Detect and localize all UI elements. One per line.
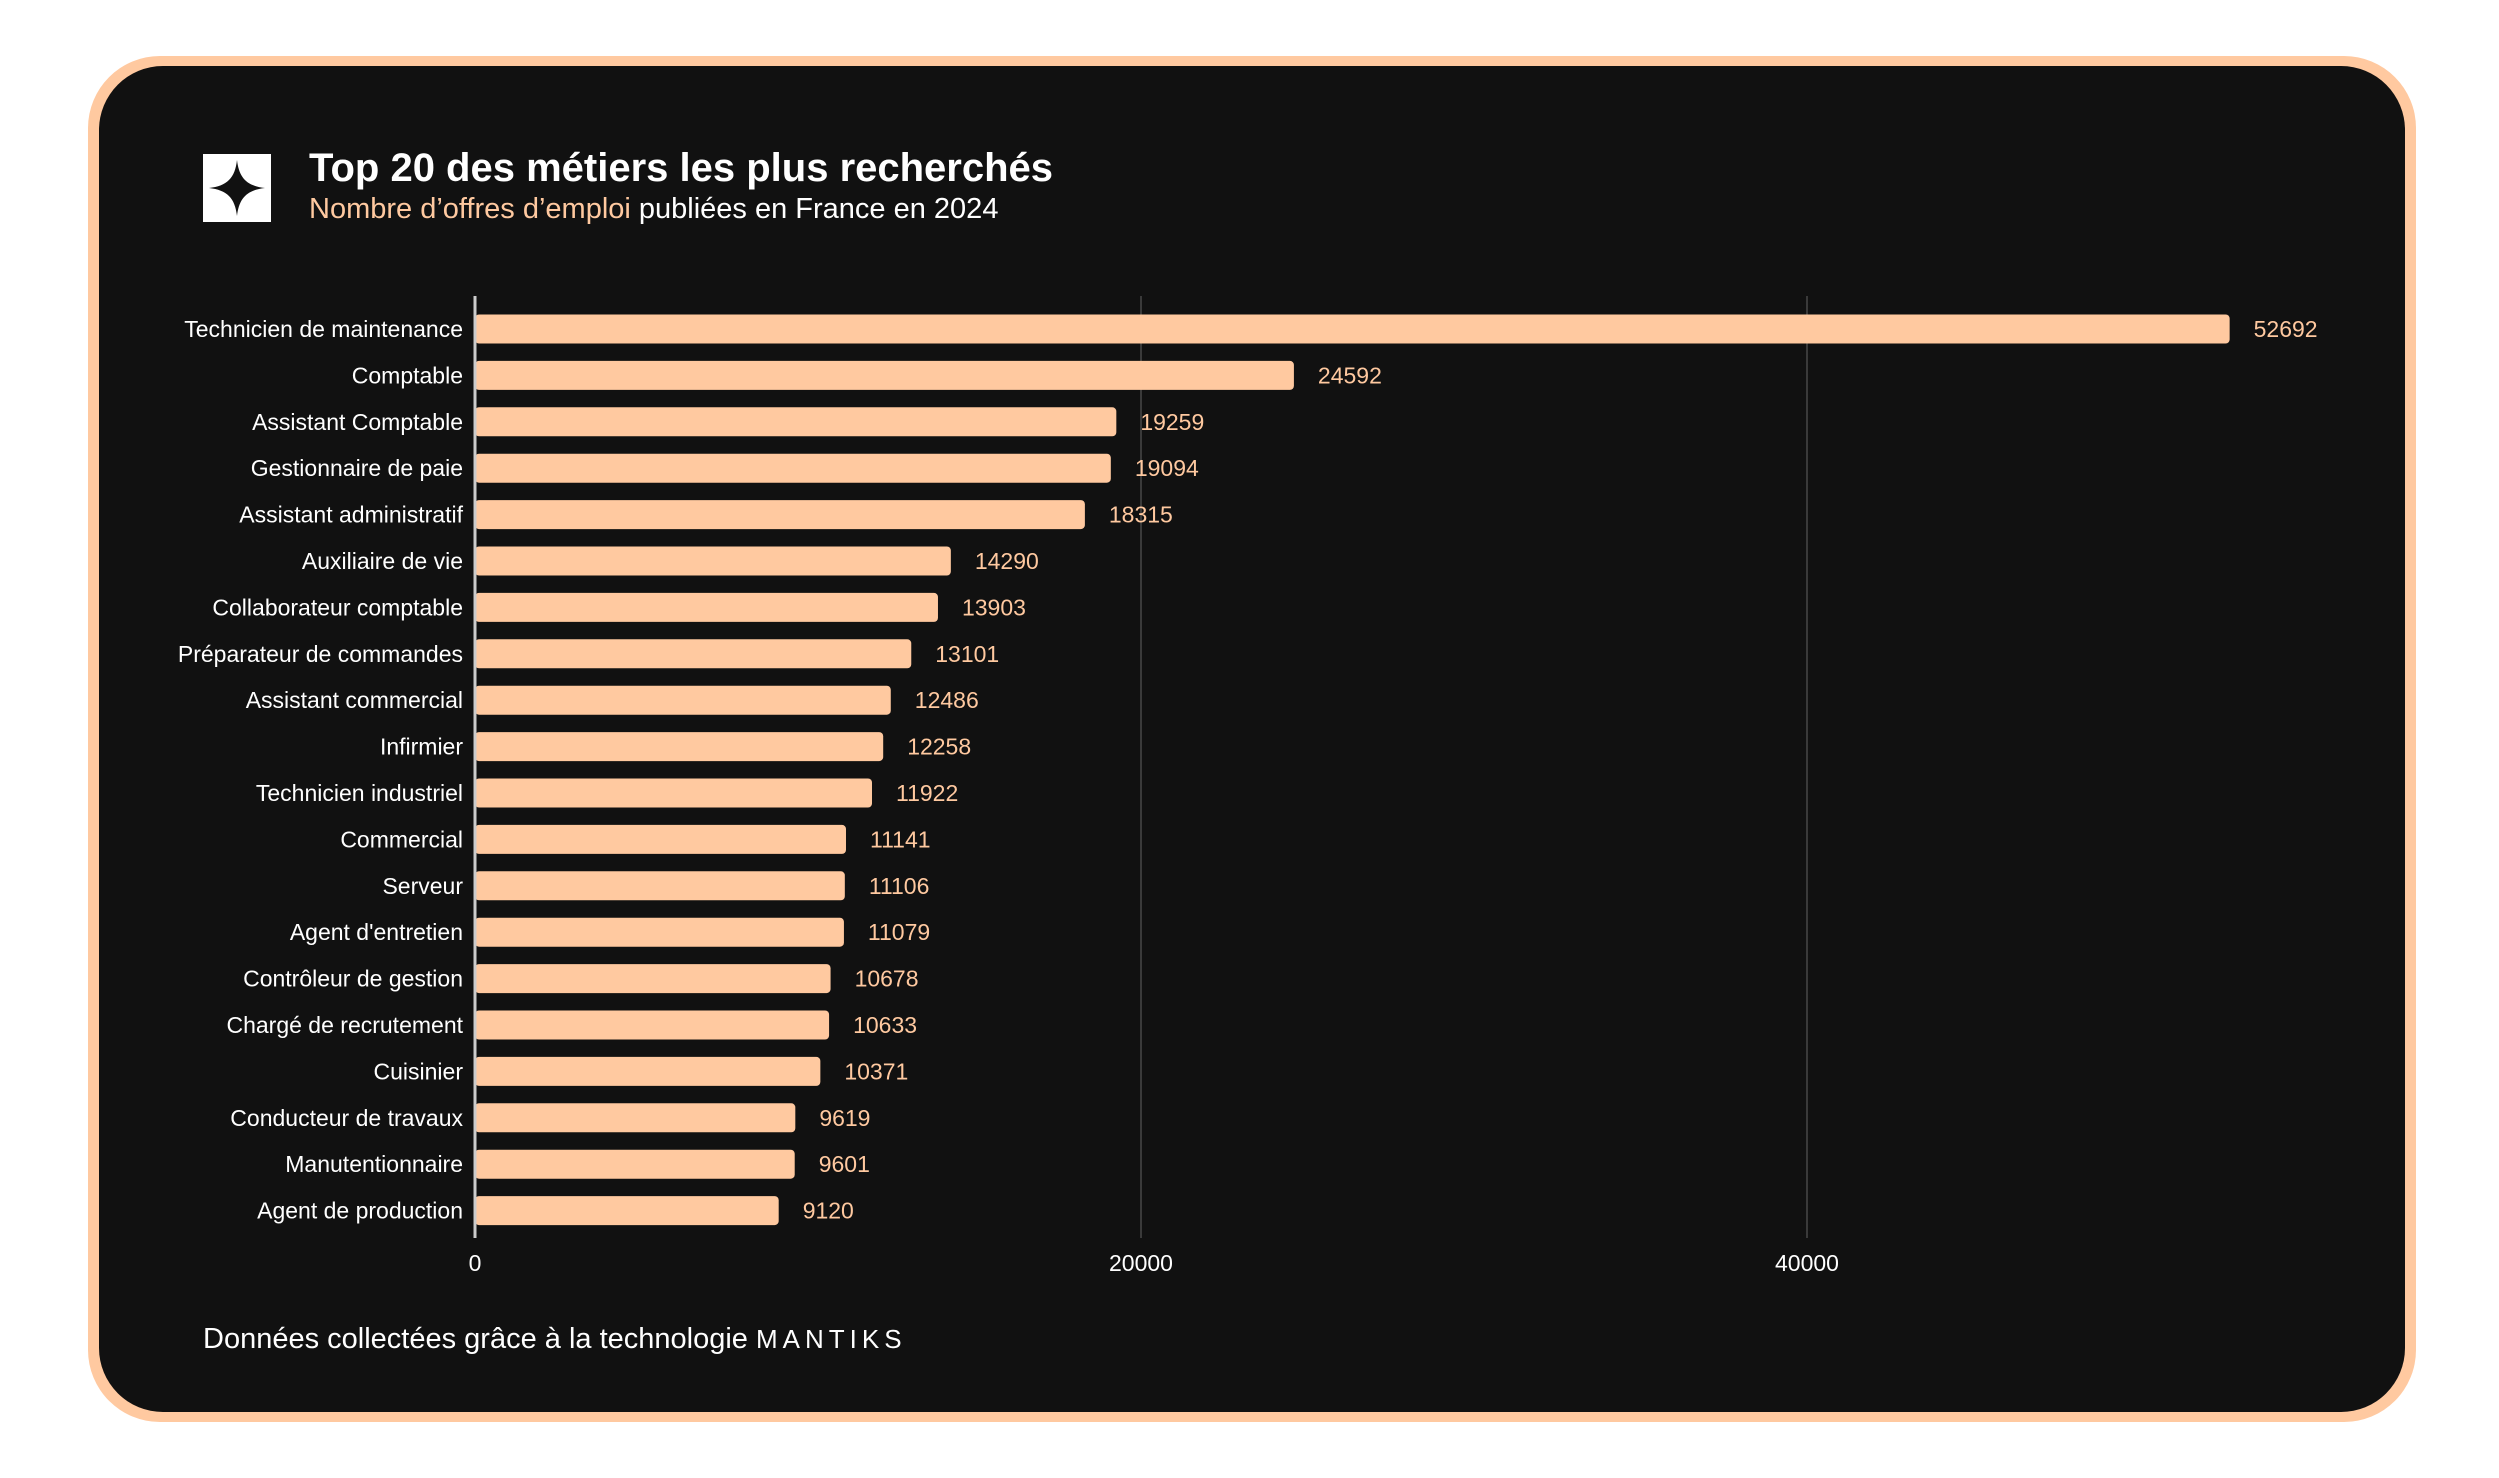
bar — [475, 360, 1294, 390]
category-label: Agent d'entretien — [290, 919, 463, 945]
value-label: 13101 — [935, 641, 999, 667]
value-label: 52692 — [2254, 316, 2318, 342]
value-label: 9619 — [819, 1105, 870, 1131]
bar — [475, 917, 844, 947]
footer-text: Données collectées grâce à la technologi… — [203, 1323, 756, 1355]
four-point-star-icon — [203, 154, 271, 222]
bar — [475, 1056, 821, 1086]
value-label: 11106 — [869, 873, 930, 899]
category-label: Assistant administratif — [239, 502, 463, 528]
category-label: Auxiliaire de vie — [302, 548, 463, 574]
value-label: 10633 — [853, 1012, 917, 1038]
bar — [475, 407, 1117, 437]
bar — [475, 1196, 779, 1226]
bar — [475, 500, 1085, 530]
value-label: 11079 — [868, 919, 930, 945]
value-label: 10371 — [844, 1058, 908, 1084]
bar — [475, 1103, 796, 1133]
bar — [475, 732, 884, 762]
subtitle-rest: publiées en France en 2024 — [630, 193, 999, 225]
bar — [475, 824, 846, 854]
value-label: 24592 — [1318, 362, 1382, 388]
category-label: Cuisinier — [374, 1058, 464, 1084]
x-tick-label: 0 — [469, 1250, 482, 1276]
category-label: Préparateur de commandes — [178, 641, 463, 667]
bar — [475, 1010, 830, 1040]
bar — [475, 592, 938, 622]
value-label: 19094 — [1135, 455, 1199, 481]
value-label: 14290 — [975, 548, 1039, 574]
category-label: Commercial — [340, 826, 463, 852]
x-tick-label: 40000 — [1775, 1250, 1839, 1276]
value-label: 12258 — [907, 734, 971, 760]
category-label: Comptable — [352, 362, 463, 388]
category-label: Infirmier — [380, 734, 463, 760]
subtitle-highlight: Nombre d’offres d’emploi — [309, 193, 631, 225]
bar — [475, 685, 891, 715]
category-label: Technicien de maintenance — [184, 316, 463, 342]
bar — [475, 639, 912, 669]
brand-name: MANTIKS — [755, 1324, 907, 1354]
category-label: Contrôleur de gestion — [243, 966, 463, 992]
bar — [475, 1149, 795, 1179]
value-label: 10678 — [855, 966, 919, 992]
value-label: 19259 — [1140, 409, 1204, 435]
value-label: 11922 — [896, 780, 958, 806]
bar — [475, 964, 831, 994]
category-label: Conducteur de travaux — [230, 1105, 463, 1131]
category-label: Assistant Comptable — [252, 409, 463, 435]
category-label: Technicien industriel — [256, 780, 463, 806]
value-label: 9601 — [819, 1151, 870, 1177]
value-label: 11141 — [870, 826, 931, 852]
chart-subtitle: Nombre d’offres d’emploi publiées en Fra… — [309, 193, 998, 226]
value-label: 9120 — [803, 1198, 854, 1224]
bar — [475, 453, 1111, 483]
footer-credit: Données collectées grâce à la technologi… — [203, 1323, 907, 1356]
category-label: Chargé de recrutement — [226, 1012, 463, 1038]
category-label: Manutentionnaire — [285, 1151, 463, 1177]
value-label: 13903 — [962, 594, 1026, 620]
category-label: Gestionnaire de paie — [251, 455, 463, 481]
bar — [475, 314, 2230, 344]
bar-chart: 0 20000 40000 Technicien de maintenance 5269… — [178, 296, 2318, 1276]
chart-title: Top 20 des métiers les plus recherchés — [309, 146, 1054, 190]
category-label: Collaborateur comptable — [212, 594, 463, 620]
bar — [475, 778, 873, 808]
x-tick-label: 20000 — [1109, 1250, 1173, 1276]
bar — [475, 871, 845, 901]
chart-card: Top 20 des métiers les plus recherchés N… — [99, 66, 2405, 1412]
category-label: Serveur — [382, 873, 463, 899]
value-label: 12486 — [915, 687, 979, 713]
value-label: 18315 — [1109, 502, 1173, 528]
category-label: Agent de production — [257, 1198, 463, 1224]
bar — [475, 546, 951, 576]
category-label: Assistant commercial — [246, 687, 463, 713]
